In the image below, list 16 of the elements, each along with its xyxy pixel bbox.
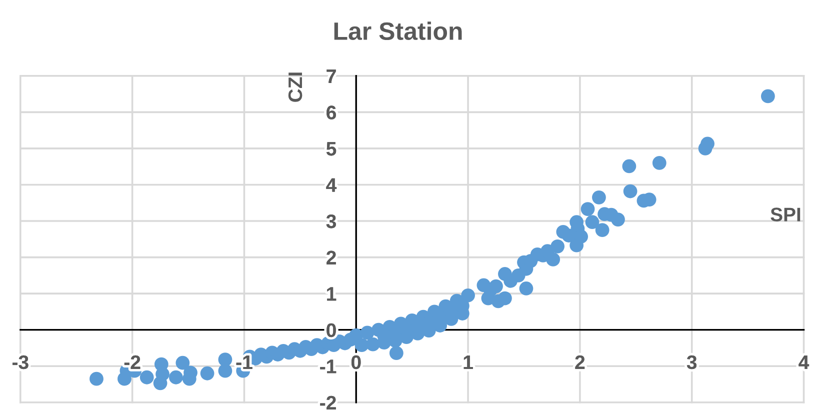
y-tick-label: 4	[326, 178, 337, 192]
x-tick-label: 1	[464, 356, 473, 369]
x-axis-title: SPI	[770, 208, 800, 222]
y-tick-label: 3	[326, 214, 336, 228]
x-tick-label: -3	[12, 355, 28, 370]
chart-title: Lar Station	[334, 22, 462, 40]
x-tick-label: 3	[686, 355, 697, 370]
y-tick-label: 1	[327, 287, 336, 301]
x-tick-label: 2	[575, 355, 585, 369]
y-tick-label: 2	[326, 250, 336, 264]
y-tick-label: 6	[326, 106, 336, 120]
y-tick-label: 5	[326, 142, 336, 156]
y-tick-label: -2	[320, 396, 336, 410]
y-tick-label: 7	[326, 70, 336, 83]
x-tick-label: 4	[798, 356, 810, 369]
y-axis-title: CZI	[288, 72, 302, 102]
